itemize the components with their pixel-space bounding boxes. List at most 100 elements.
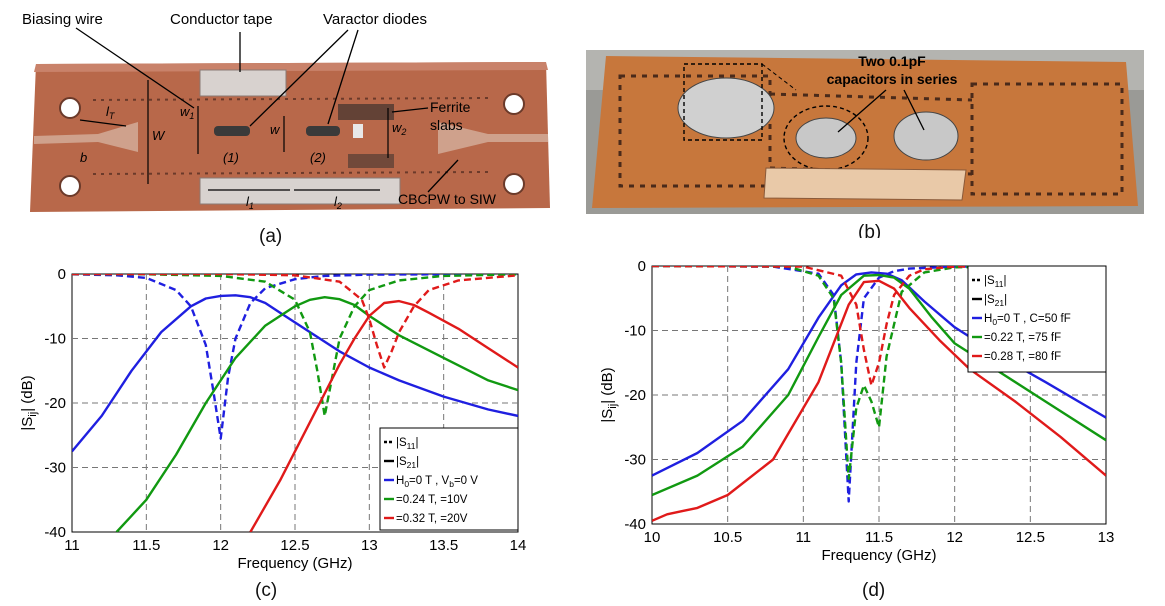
y-tick-label: -20 bbox=[624, 387, 646, 404]
capacitor-2 bbox=[893, 111, 959, 161]
legend: |S11||S21|H0=0 T , Vb=0 V =0.24 T, =10V … bbox=[379, 427, 519, 531]
label-w2-sub: 2 bbox=[400, 127, 406, 137]
label-w: w bbox=[270, 122, 281, 137]
chart-d: 10 10.5 11 11.5 12 12.5 13 0 -10 -20 -30 -40 Frequen… bbox=[598, 254, 1158, 574]
y-tick-label: -10 bbox=[624, 323, 646, 340]
label-lt: l bbox=[106, 104, 110, 119]
x-axis-label: Frequency (GHz) bbox=[821, 547, 936, 564]
x-tick-label: 11.5 bbox=[865, 529, 893, 546]
y-tick-label: -10 bbox=[44, 331, 66, 348]
board-photo-a: Biasing wire Conductor tape Varactor dio… bbox=[18, 11, 558, 216]
legend-entry: =0.22 T, =75 fF bbox=[984, 332, 1061, 344]
mounting-hole bbox=[503, 93, 525, 115]
chart-d-svg: 10 10.5 11 11.5 12 12.5 13 0 -10 -20 -30 -40 Frequen… bbox=[599, 258, 1115, 564]
label-l2-sub: 2 bbox=[336, 201, 342, 211]
x-tick-label: 12 bbox=[946, 529, 963, 546]
x-tick-label: 13.5 bbox=[429, 537, 458, 554]
svg-text:w1: w1 bbox=[180, 104, 194, 121]
x-tick-label: 12.5 bbox=[280, 537, 309, 554]
label-diode-1: (1) bbox=[223, 150, 239, 165]
svg-text:l2: l2 bbox=[334, 194, 342, 211]
label-b: b bbox=[80, 150, 87, 165]
label-l1: l bbox=[246, 194, 250, 209]
series-group bbox=[72, 274, 518, 532]
x-tick-label: 10.5 bbox=[713, 529, 742, 546]
svg-text:w2: w2 bbox=[392, 120, 406, 137]
y-tick-label: -30 bbox=[624, 452, 646, 469]
legend-entry: =0.32 T, =20V bbox=[396, 513, 468, 525]
y-tick-label: -30 bbox=[44, 460, 66, 477]
label-l1-sub: 1 bbox=[249, 201, 254, 211]
chart-c-svg: 11 11.5 12 12.5 13 13.5 14 0 -10 -20 -30 -40 Frequen… bbox=[19, 266, 527, 572]
label-capacitors-in-series: capacitors in series bbox=[827, 71, 958, 87]
series-line-5 bbox=[652, 266, 1106, 387]
y-tick-label: -40 bbox=[624, 516, 646, 533]
label-conductor-tape: Conductor tape bbox=[170, 11, 273, 28]
legend-entry: =0.24 T, =10V bbox=[396, 494, 468, 506]
series-line-1 bbox=[72, 274, 518, 440]
series-line-4 bbox=[249, 299, 518, 532]
label-W: W bbox=[152, 128, 166, 143]
y-tick-label: -20 bbox=[44, 395, 66, 412]
caption-a: (a) bbox=[259, 226, 283, 247]
series-line-2 bbox=[115, 296, 518, 532]
caption-b: (b) bbox=[858, 222, 882, 238]
legend-entry: H0=0 T , Vb=0 V bbox=[396, 475, 478, 489]
varactor-diode bbox=[306, 126, 340, 136]
x-tick-label: 13 bbox=[361, 537, 378, 554]
series-line-3 bbox=[652, 266, 1106, 481]
label-varactor-diodes: Varactor diodes bbox=[323, 11, 427, 28]
photo-b: Two 0.1pF capacitors in series bbox=[586, 50, 1144, 214]
x-tick-label: 13 bbox=[1098, 529, 1115, 546]
legend-entry: |S11| bbox=[984, 275, 1007, 289]
photo-a: Biasing wire Conductor tape Varactor dio… bbox=[18, 4, 558, 216]
label-lt-sub: T bbox=[109, 111, 116, 121]
legend-entry: =0.28 T, =80 fF bbox=[984, 351, 1061, 363]
legend-entry: |S21| bbox=[396, 456, 419, 470]
x-tick-label: 12.5 bbox=[1016, 529, 1045, 546]
svg-text:l1: l1 bbox=[246, 194, 254, 211]
board-photo-b: Two 0.1pF capacitors in series bbox=[586, 50, 1144, 214]
x-tick-label: 14 bbox=[510, 537, 527, 554]
label-two-capacitors: Two 0.1pF bbox=[858, 53, 926, 69]
label-w1: w bbox=[180, 104, 191, 119]
y-axis-label: |Sij| (dB) bbox=[599, 367, 619, 422]
label-slabs: slabs bbox=[430, 117, 463, 133]
y-axis-label: |Sij| (dB) bbox=[19, 375, 39, 430]
legend-entry: |S11| bbox=[396, 437, 419, 451]
caption-d: (d) bbox=[862, 580, 886, 601]
series-line-0 bbox=[72, 294, 518, 453]
varactor-diode bbox=[214, 126, 250, 136]
svg-text:lT: lT bbox=[106, 104, 116, 121]
y-tick-label: 0 bbox=[58, 266, 66, 283]
mounting-hole bbox=[59, 97, 81, 119]
mounting-hole bbox=[59, 175, 81, 197]
legend: |S11| |S21| H0=0 T , C=50 fF =0.22 T, =75 … bbox=[967, 265, 1107, 373]
x-axis-label: Frequency (GHz) bbox=[237, 555, 352, 572]
x-tick-label: 12 bbox=[212, 537, 229, 554]
label-biasing-wire: Biasing wire bbox=[22, 11, 103, 28]
capacitor-1 bbox=[795, 117, 857, 159]
x-tick-label: 11 bbox=[64, 537, 80, 554]
mounting-hole bbox=[503, 173, 525, 195]
label-ferrite: Ferrite bbox=[430, 99, 471, 115]
label-diode-2: (2) bbox=[310, 150, 326, 165]
series-line-4 bbox=[652, 279, 1106, 522]
caption-c: (c) bbox=[255, 580, 278, 601]
x-tick-label: 11 bbox=[796, 529, 812, 546]
label-cbcpw: CBCPW to SIW bbox=[398, 191, 497, 207]
series-line-1 bbox=[652, 266, 1106, 503]
series-line-5 bbox=[72, 274, 518, 369]
chart-c: 11 11.5 12 12.5 13 13.5 14 0 -10 -20 -30 -40 Frequen… bbox=[0, 258, 540, 576]
label-l2: l bbox=[334, 194, 338, 209]
y-tick-label: 0 bbox=[638, 258, 646, 275]
x-tick-label: 11.5 bbox=[132, 537, 160, 554]
x-tick-label: 10 bbox=[644, 529, 661, 546]
solder-blob bbox=[677, 77, 775, 139]
legend-entry: H0=0 T , C=50 fF bbox=[984, 313, 1071, 327]
label-w1-sub: 1 bbox=[189, 111, 194, 121]
label-w2: w bbox=[392, 120, 403, 135]
legend-entry: |S21| bbox=[984, 294, 1007, 308]
series-line-3 bbox=[72, 274, 518, 418]
y-tick-label: -40 bbox=[44, 524, 66, 541]
